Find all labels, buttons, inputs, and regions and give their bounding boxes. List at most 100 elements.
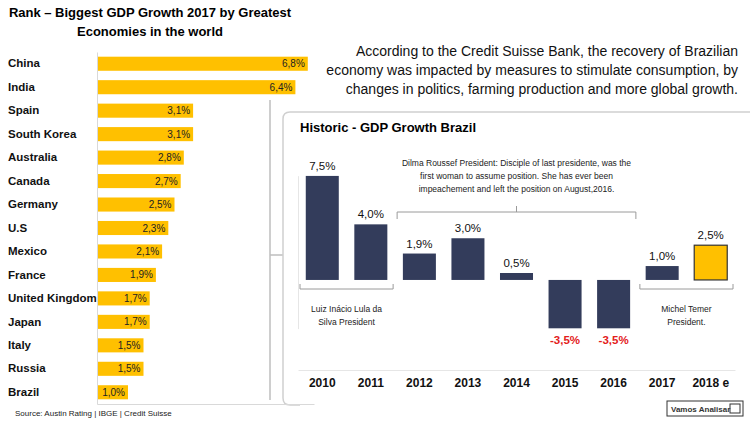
tick: 2018 e [692, 376, 729, 390]
bar [451, 238, 484, 280]
note-text: According to the Credit Suisse Bank, the… [356, 43, 738, 59]
bars [306, 176, 727, 329]
tick-label: 2016 [600, 376, 627, 390]
bars [97, 57, 308, 400]
chart-title: Rank – Biggest GDP Growth 2017 by Greate… [9, 5, 292, 20]
bar [597, 280, 630, 329]
data-label: 1,9% [406, 238, 432, 250]
tick-label: 2018 e [692, 376, 729, 390]
tick: China [8, 57, 41, 69]
value-axis [298, 176, 299, 329]
bar [97, 57, 308, 71]
connector-line [270, 100, 283, 400]
note-text: economy was impacted by measures to stim… [326, 62, 738, 78]
tick: U.S [8, 222, 28, 234]
bar [500, 273, 533, 280]
annotation-text: President. [667, 317, 705, 327]
data-label: 2,5% [149, 199, 172, 210]
bracket [640, 284, 733, 289]
bar [694, 245, 727, 280]
chart-title: Historic - GDP Growth Brazil [300, 120, 476, 135]
bar [646, 266, 679, 280]
tick: Mexico [8, 245, 47, 257]
data-label: 1,5% [118, 363, 141, 374]
bar [97, 291, 150, 305]
axis-line [299, 370, 736, 371]
tick-label: 2014 [503, 376, 530, 390]
tick: 2010 [309, 376, 336, 390]
tick: Brazil [8, 386, 39, 398]
tick: 2017 [649, 376, 676, 390]
tick-label: Spain [8, 104, 39, 116]
bar [97, 338, 144, 352]
category-axis: China India Spain South Korea Australia Canad… [8, 53, 98, 405]
tick: 2012 [406, 376, 433, 390]
tick: 2016 [600, 376, 627, 390]
tick: France [8, 269, 46, 281]
bar [97, 80, 295, 94]
data-label: 4,0% [358, 208, 384, 220]
value-axis [98, 404, 315, 405]
bar [549, 280, 582, 329]
bar [354, 224, 387, 280]
tick: 2015 [552, 376, 579, 390]
annotation-text: Dilma Roussef President: Disciple of las… [402, 158, 631, 168]
tick: 2014 [503, 376, 530, 390]
data-label: 1,0% [102, 387, 125, 398]
tick-label: United Kingdom [8, 292, 97, 304]
bar [97, 197, 175, 211]
tick: Australia [8, 151, 58, 163]
decoration [270, 100, 750, 405]
logo-box [667, 401, 743, 416]
tick: 2011 [358, 376, 384, 390]
bar [97, 174, 181, 188]
tick-label: India [8, 81, 35, 93]
data-label: 1,0% [649, 250, 675, 262]
data-label: 6,4% [270, 82, 293, 93]
tick: United Kingdom [8, 292, 97, 304]
data-label: -3,5% [550, 334, 580, 346]
bar [403, 254, 436, 280]
tick: India [8, 81, 35, 93]
annotation-text: Luiz Inácio Lula da [311, 304, 382, 314]
data-label: 3,1% [167, 129, 190, 140]
bar [97, 127, 193, 141]
chart-title: Economies in the world [77, 24, 223, 39]
tick: Italy [8, 339, 32, 351]
data-label: 2,1% [136, 246, 159, 257]
logo-text: Vamos Analisar [671, 405, 730, 414]
annotations: Dilma Roussef President: Disciple of las… [300, 158, 733, 327]
tick-label: Canada [8, 175, 50, 187]
bar [97, 104, 193, 118]
tick-label: Mexico [8, 245, 47, 257]
bar [97, 244, 162, 258]
chart-ranking: Rank – Biggest GDP Growth 2017 by Greate… [8, 5, 315, 405]
logo: Vamos Analisar [667, 401, 743, 416]
axis-line [298, 176, 299, 329]
annotation-text: impeachement and left the position on Au… [419, 184, 615, 194]
tick-label: 2017 [649, 376, 676, 390]
annotation-text: Silva President [318, 317, 375, 327]
data-label: 2,8% [158, 152, 181, 163]
data-label: 1,7% [124, 316, 147, 327]
tick-label: France [8, 269, 46, 281]
tick-label: Russia [8, 362, 46, 374]
data-labels: 7,5%4,0%1,9%3,0%0,5%-3,5%-3,5%1,0%2,5% [309, 160, 724, 346]
bracket [397, 206, 636, 219]
bracket [300, 284, 393, 289]
axis-line [97, 53, 98, 405]
source-text: Source: Austin Rating | IBGE | Credit Su… [15, 409, 172, 418]
bar [97, 221, 168, 235]
bar [306, 176, 339, 280]
tick-label: Brazil [8, 386, 39, 398]
tick-label: 2013 [455, 376, 482, 390]
tick-label: 2011 [358, 376, 384, 390]
bar [97, 362, 144, 376]
canvas: According to the Credit Suisse Bank, the… [0, 0, 750, 422]
note-text: changes in politics, farming production … [346, 81, 738, 97]
bar [97, 315, 150, 329]
data-label: 0,5% [503, 257, 529, 269]
tick-label: U.S [8, 222, 28, 234]
tick-label: Australia [8, 151, 58, 163]
tick-label: South Korea [8, 128, 77, 140]
